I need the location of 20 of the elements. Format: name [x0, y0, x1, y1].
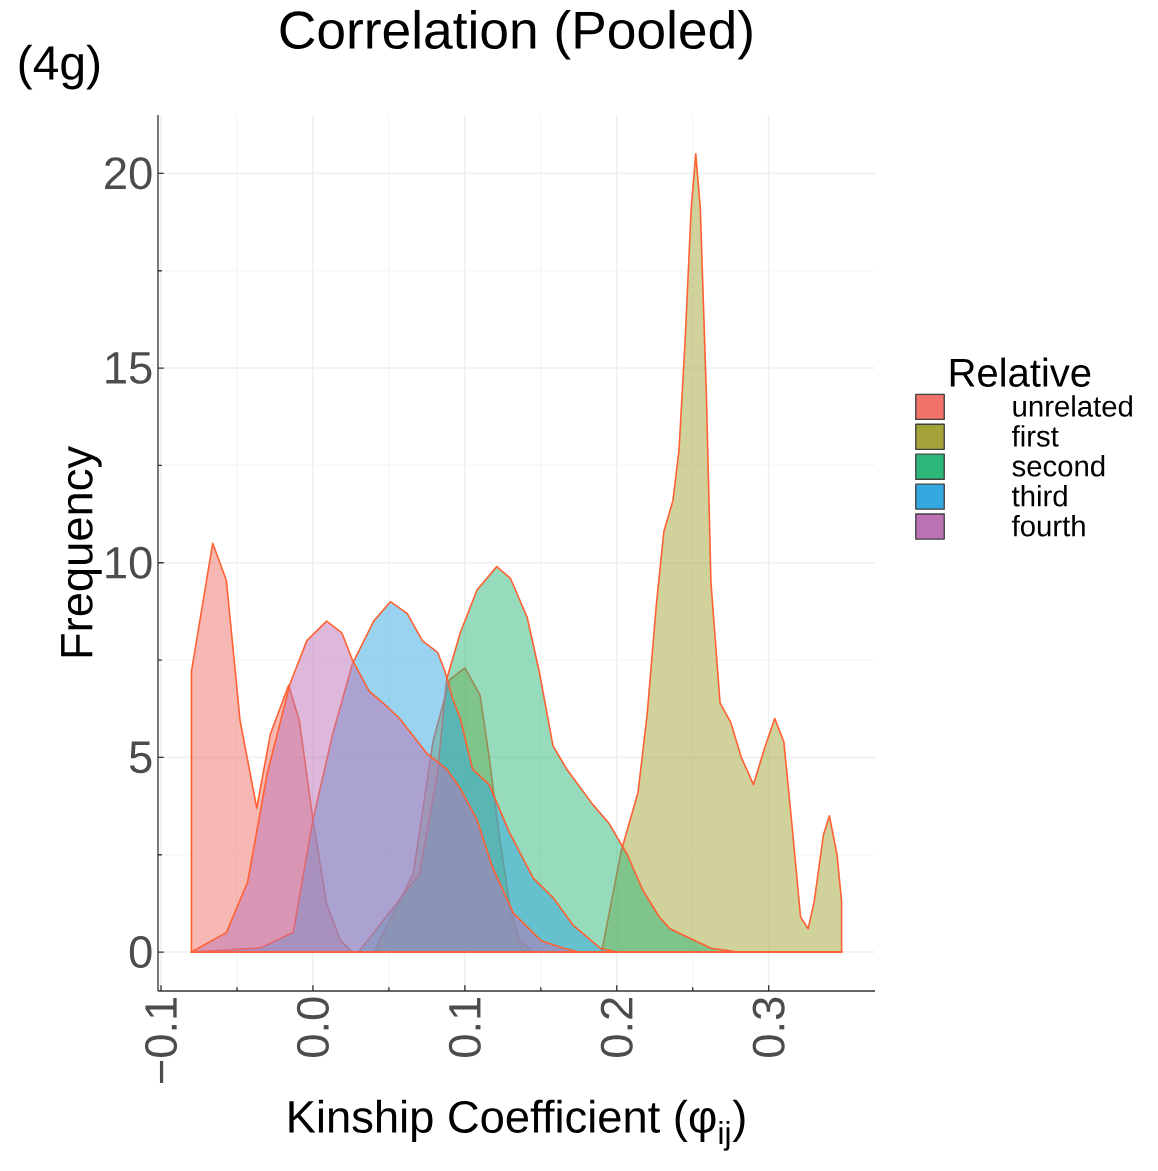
x-tick-label: 0.3	[752, 997, 785, 1057]
x-tick-label: 0.0	[296, 997, 329, 1057]
x-tick-label: 0.2	[600, 997, 633, 1057]
x-axis-title: Kinship Coefficient (φ$_{ij}$)	[289, 1099, 745, 1151]
y-axis-title: Frequency	[61, 446, 102, 657]
text: (4g)	[19, 44, 100, 90]
y-tick-label: 20	[105, 157, 152, 190]
legend-label: first	[1011, 425, 1059, 447]
y-tick-label: 15	[106, 352, 152, 384]
legend-label: second	[1012, 455, 1105, 477]
legend-label: fourth	[1011, 514, 1085, 537]
legend-label: third	[1012, 484, 1067, 507]
y-tick-label: 10	[106, 546, 152, 579]
legend-title: Relative	[950, 357, 1091, 387]
y-tick-label: 5	[129, 741, 152, 774]
x-tick-label: 0.1	[448, 997, 481, 1057]
chart-title: Correlation (Pooled)	[280, 9, 752, 60]
legend-label: unrelated	[1013, 395, 1132, 417]
x-tick-label: −0.1	[144, 997, 178, 1083]
y-tick-label: 0	[129, 936, 152, 969]
